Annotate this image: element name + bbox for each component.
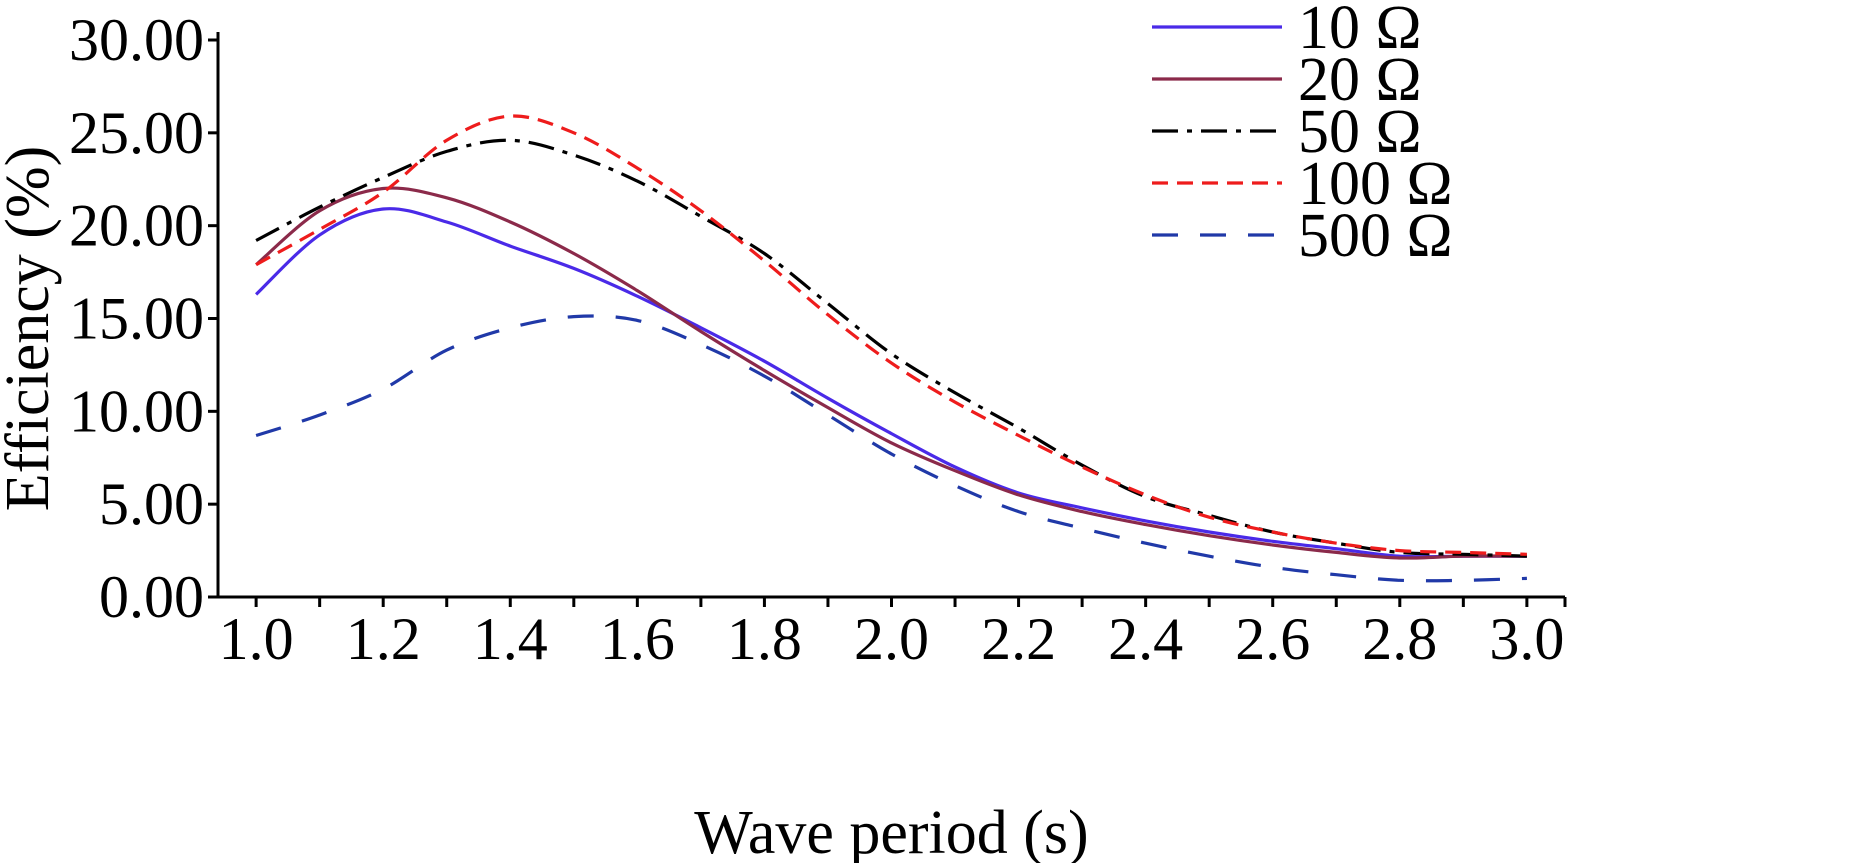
y-tick-label: 15.00 (69, 286, 204, 352)
x-tick-label: 2.8 (1362, 606, 1437, 672)
legend-label-20-ohm: 20 Ω (1298, 46, 1422, 114)
y-tick-label: 30.00 (69, 7, 204, 73)
x-tick-label: 2.4 (1108, 606, 1183, 672)
legend-label-100-ohm: 100 Ω (1298, 150, 1453, 218)
series-line-500-ohm (255, 314, 1527, 583)
series-line-100-ohm (255, 114, 1527, 556)
x-tick-label: 1.4 (473, 606, 548, 672)
y-tick-label: 5.00 (99, 471, 204, 537)
x-tick-label: 2.2 (981, 606, 1056, 672)
y-tick-label: 20.00 (69, 193, 204, 259)
x-tick-label: 1.6 (600, 606, 675, 672)
axes: 1.0 1.2 1.4 1.6 1.8 2.0 2.2 2.4 2.6 2.8 3.0 0.00 5.0… (69, 7, 1567, 672)
y-tick-label: 0.00 (99, 564, 204, 630)
x-axis-title: Wave period (s) (694, 799, 1088, 863)
legend-label-50-ohm: 50 Ω (1298, 98, 1422, 166)
series-line-50-ohm (255, 138, 1527, 558)
y-tick-label: 25.00 (69, 100, 204, 166)
legend-label-10-ohm: 10 Ω (1298, 0, 1422, 62)
series-lines (255, 114, 1527, 583)
y-tick-label: 10.00 (69, 378, 204, 444)
x-tick-label: 3.0 (1489, 606, 1564, 672)
series-line-10-ohm (255, 207, 1527, 559)
x-tick-label: 1.0 (219, 606, 294, 672)
legend-label-500-ohm: 500 Ω (1298, 202, 1453, 270)
x-tick-label: 2.0 (854, 606, 929, 672)
x-tick-label: 2.6 (1235, 606, 1310, 672)
x-tick-label: 1.2 (346, 606, 421, 672)
y-axis-title: Efficiency (%) (0, 146, 62, 512)
x-tick-label: 1.8 (727, 606, 802, 672)
series-line-20-ohm (255, 186, 1527, 560)
